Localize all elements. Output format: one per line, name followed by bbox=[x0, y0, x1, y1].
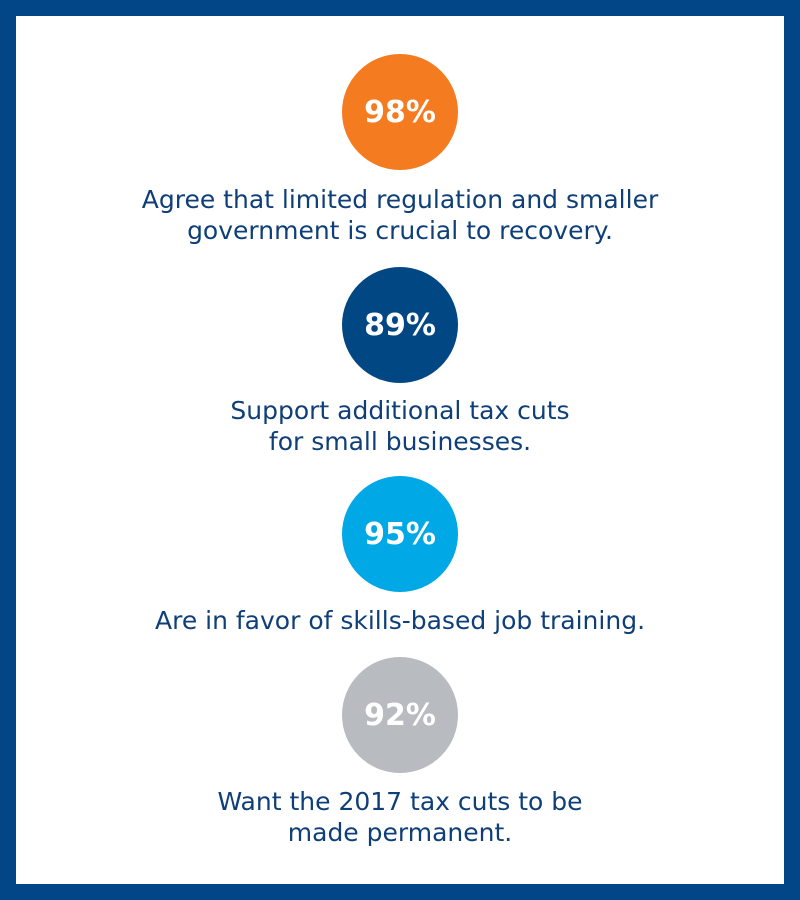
stat-caption-regulation: Agree that limited regulation and smalle… bbox=[141, 185, 659, 245]
stat-value-small-business-tax-cuts: 89% bbox=[364, 307, 436, 343]
stat-item-small-business-tax-cuts: 89% Support additional tax cuts for smal… bbox=[16, 267, 784, 457]
infographic-panel: 98% Agree that limited regulation and sm… bbox=[16, 16, 784, 884]
stat-item-job-training: 95% Are in favor of skills-based job tra… bbox=[16, 476, 784, 636]
stat-circle-regulation: 98% bbox=[342, 54, 458, 170]
stat-value-permanent-tax-cuts: 92% bbox=[364, 697, 436, 733]
stat-value-job-training: 95% bbox=[364, 516, 436, 552]
stat-item-regulation: 98% Agree that limited regulation and sm… bbox=[16, 54, 784, 246]
stat-caption-job-training: Are in favor of skills-based job trainin… bbox=[154, 606, 646, 635]
stat-caption-permanent-tax-cuts: Want the 2017 tax cuts to be made perman… bbox=[217, 787, 583, 847]
stat-item-permanent-tax-cuts: 92% Want the 2017 tax cuts to be made pe… bbox=[16, 657, 784, 848]
stat-value-regulation: 98% bbox=[364, 94, 436, 130]
stat-circle-permanent-tax-cuts: 92% bbox=[342, 657, 458, 773]
stat-circle-job-training: 95% bbox=[342, 476, 458, 592]
stat-circle-small-business-tax-cuts: 89% bbox=[342, 267, 458, 383]
stat-caption-small-business-tax-cuts: Support additional tax cuts for small bu… bbox=[230, 396, 570, 456]
